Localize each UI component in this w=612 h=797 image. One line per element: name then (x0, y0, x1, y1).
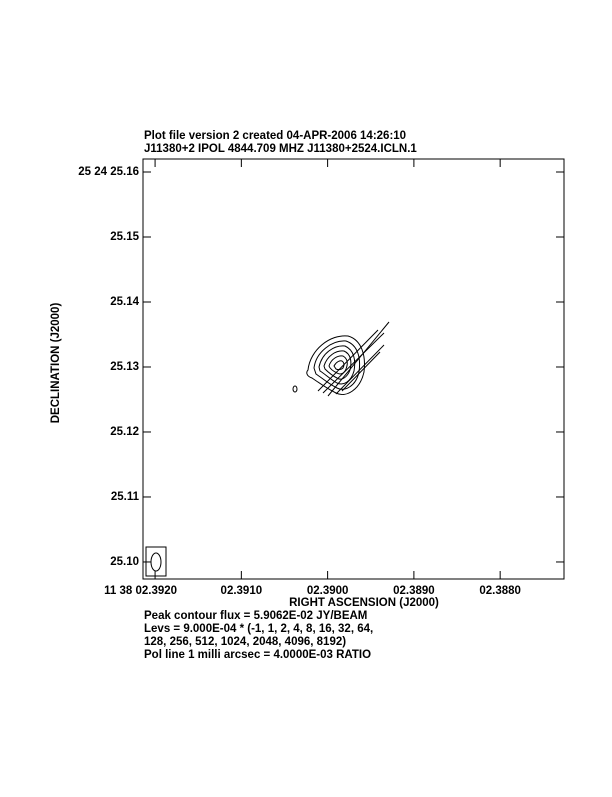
y-tick-label: 25.10 (110, 556, 139, 568)
plot-frame (142, 158, 565, 580)
y-tick-label: 25.13 (110, 361, 139, 373)
y-axis-label: DECLINATION (J2000) (50, 303, 62, 424)
y-tick-label: 25 24 25.16 (78, 166, 139, 178)
contours (292, 321, 390, 397)
annotation: 128, 256, 512, 1024, 2048, 4096, 8192) (144, 636, 346, 648)
x-tick-label: 11 38 02.3920 (104, 585, 177, 597)
annotation: Levs = 9.000E-04 * (-1, 1, 2, 4, 8, 16, … (144, 623, 373, 635)
y-tick-label: 25.12 (110, 426, 139, 438)
x-tick-label: 02.3890 (393, 585, 435, 597)
x-tick-label: 02.3900 (307, 585, 349, 597)
title-line: J11380+2 IPOL 4844.709 MHZ J11380+2524.I… (144, 143, 417, 155)
y-tick-label: 25.14 (110, 296, 139, 308)
y-tick-label: 25.15 (110, 231, 139, 243)
beam-ellipse (150, 552, 162, 572)
annotation: Peak contour flux = 5.9062E-02 JY/BEAM (144, 610, 367, 622)
annotation: Pol line 1 milli arcsec = 4.0000E-03 RAT… (144, 649, 371, 661)
title-line: Plot file version 2 created 04-APR-2006 … (144, 130, 406, 142)
x-axis-label: RIGHT ASCENSION (J2000) (289, 597, 439, 609)
x-tick-label: 02.3880 (479, 585, 521, 597)
y-tick-label: 25.11 (111, 491, 140, 503)
x-tick-label: 02.3910 (221, 585, 263, 597)
